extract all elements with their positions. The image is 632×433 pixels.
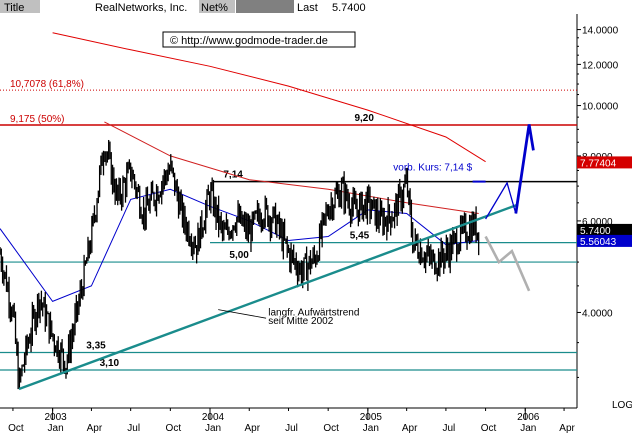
x-month-label: Apr <box>244 423 260 433</box>
x-year-label: 2003 <box>44 412 67 423</box>
trendline-layer <box>18 203 519 391</box>
x-year-label: 2006 <box>517 412 540 423</box>
price-badge-text: 7.77404 <box>580 158 617 169</box>
x-month-label: Jan <box>205 423 221 433</box>
y-axis: 14.000012.000010.00008.00006.00004.0000L… <box>577 26 632 411</box>
price-badge-bg <box>577 223 632 236</box>
watermark-box: © http://www.godmode-trader.de <box>162 31 356 48</box>
x-month-label: Jan <box>363 423 379 433</box>
support-label: 5,00 <box>229 250 249 261</box>
fib-level-label: 10,7078 (61,8%) <box>10 79 84 90</box>
trend-note-line1: langfr. Aufwärtstrend <box>268 307 359 318</box>
ma200-line <box>52 32 486 163</box>
x-year-label: 2005 <box>360 412 383 423</box>
y-tick-label: 12.0000 <box>582 60 619 71</box>
company-name: RealNetworks, Inc. <box>95 2 187 14</box>
price-badge-text: 5.56043 <box>580 237 617 248</box>
x-month-label: Jul <box>443 423 456 433</box>
x-month-label: Jul <box>127 423 140 433</box>
last-label: Last <box>297 2 318 14</box>
x-month-label: Apr <box>402 423 418 433</box>
header-bar: Title RealNetworks, Inc. Net% Last 5.740… <box>0 0 632 14</box>
prev-close-note: vorb. Kurs: 7,14 $ <box>393 163 472 174</box>
bull-scenario-thin <box>485 181 517 220</box>
x-month-label: Oct <box>481 423 497 433</box>
trend-note-pointer <box>218 309 267 319</box>
y-tick-label: 10.0000 <box>582 102 619 113</box>
x-month-label: Jan <box>48 423 64 433</box>
support-label: 3,35 <box>86 341 106 352</box>
watermark-text: © http://www.godmode-trader.de <box>170 35 328 47</box>
trendline <box>18 203 519 391</box>
x-month-label: Jan <box>520 423 536 433</box>
trend-note-line2: seit Mitte 2002 <box>268 316 333 327</box>
y-tick-label: 6.0000 <box>582 217 613 228</box>
price-badge-bg <box>577 234 632 247</box>
price-badge-bg <box>577 156 632 169</box>
title-label: Title <box>4 2 24 14</box>
resistance-label: 9,20 <box>354 113 374 124</box>
last-value: 5.7400 <box>332 2 366 14</box>
y-tick-label: 14.0000 <box>582 26 619 37</box>
bear-scenario <box>484 235 531 292</box>
bull-scenario-thick <box>514 124 535 214</box>
scenario-arrows <box>472 124 535 292</box>
y-tick-label: 4.0000 <box>582 308 613 319</box>
x-month-label: Jul <box>285 423 298 433</box>
x-year-label: 2004 <box>202 412 225 423</box>
x-month-label: Oct <box>323 423 339 433</box>
net-label: Net% <box>201 2 228 14</box>
x-month-label: Apr <box>87 423 103 433</box>
support-label: 3,10 <box>100 358 120 369</box>
fib-level-label: 9,175 (50%) <box>10 114 64 125</box>
net-value-cell <box>236 0 294 13</box>
net-label-cell <box>199 0 235 13</box>
horizontal-levels: 10,7078 (61,8%)9,175 (50%) 9,207,145,005,… <box>0 79 577 371</box>
x-month-label: Apr <box>559 423 575 433</box>
ma-long-line <box>104 121 479 214</box>
title-cell <box>0 0 40 13</box>
x-axis: Oct Jan Apr Jul Oct Jan Apr Jul Oct Jan Apr Jul Oct J… <box>8 408 576 433</box>
price-badge-text: 5.7400 <box>580 226 611 237</box>
support-label: 5,45 <box>350 231 370 242</box>
price-series <box>0 139 480 390</box>
x-month-label: Oct <box>8 423 24 433</box>
x-month-label: Oct <box>166 423 182 433</box>
y-scale-label: LOG <box>612 400 632 411</box>
